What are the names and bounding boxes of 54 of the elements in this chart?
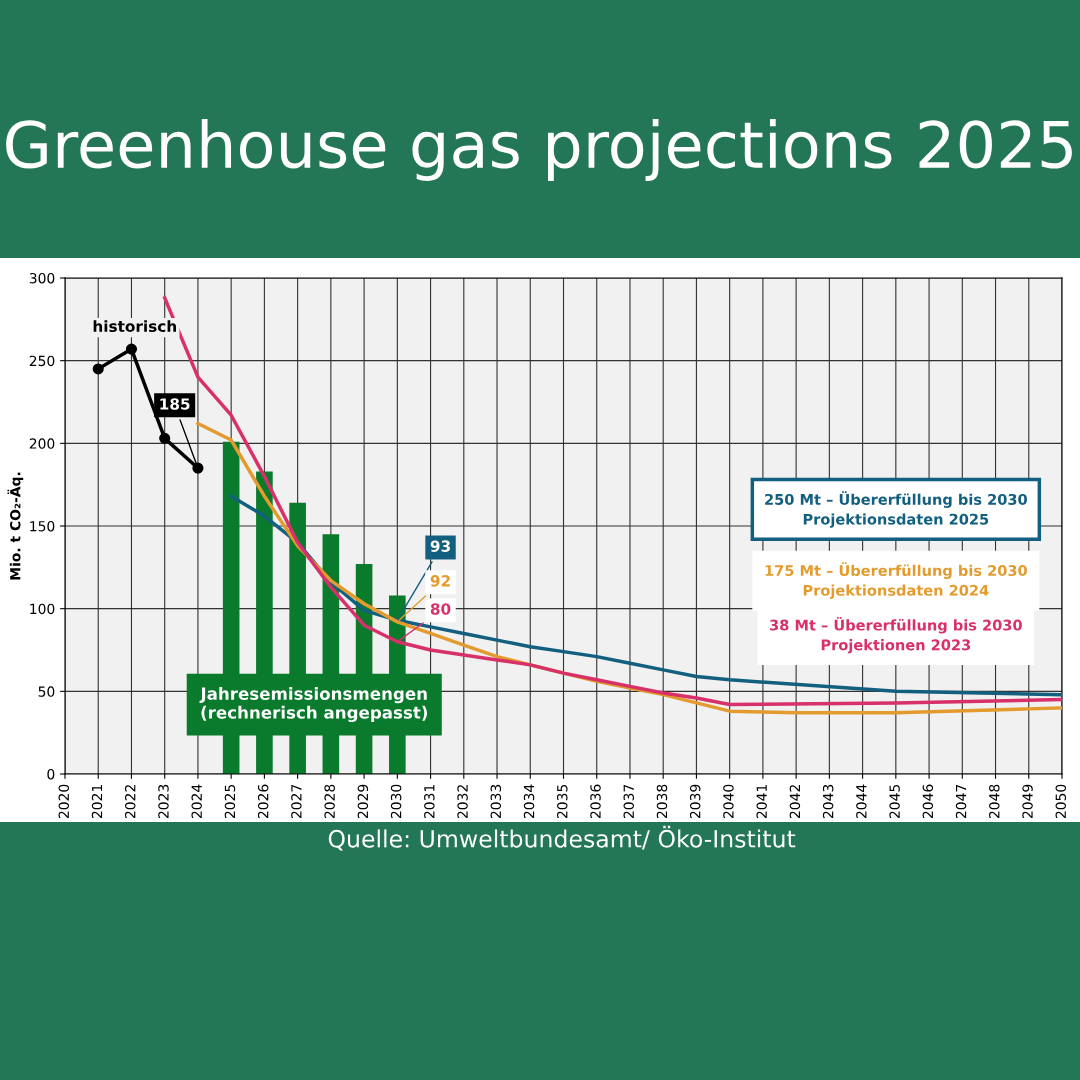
y-axis-title: Mio. t CO₂-Äq. <box>7 472 24 580</box>
text: 175 Mt – Übererfüllung bis 2030 Projektionsdaten 2024 <box>765 562 1027 599</box>
x-tick-label: 2021 <box>91 785 103 819</box>
x-tick-label: 2048 <box>989 784 1000 819</box>
point <box>192 462 204 474</box>
x-tick-label: 2042 <box>789 785 801 819</box>
data-label: 93 <box>430 540 450 552</box>
x-tick-label: 2034 <box>523 784 535 819</box>
x-tick-label: 2028 <box>324 784 335 819</box>
x-tick-label: 2022 <box>124 785 136 819</box>
x-tick-label: 2038 <box>656 784 668 819</box>
x-tick-label: 2037 <box>623 784 634 819</box>
series-label: Jahresemissionsmengen (rechnerisch angepasst) <box>199 687 428 723</box>
x-tick-label: 2036 <box>590 784 601 819</box>
x-tick-label: 2023 <box>158 784 169 819</box>
x-tick-label: 2045 <box>889 784 900 819</box>
x-tick-label: 2041 <box>756 785 767 819</box>
y-tick-label: 100 <box>30 603 55 615</box>
x-tick-label: 2039 <box>689 784 701 819</box>
data-label: 185 <box>160 398 190 410</box>
x-tick-label: 2027 <box>291 784 302 819</box>
x-tick-label: 2046 <box>922 784 934 819</box>
point <box>125 343 138 355</box>
x-tick-label: 2040 <box>723 784 734 819</box>
x-tick-label: 2035 <box>557 784 568 819</box>
y-tick-label: 150 <box>30 520 55 532</box>
x-tick-label: 2044 <box>856 784 867 819</box>
data-label: 80 <box>430 603 451 615</box>
y-tick-label: 50 <box>38 686 55 697</box>
x-tick-label: 2029 <box>357 784 369 819</box>
chart-title: Greenhouse gas projections 2025 <box>6 119 1072 181</box>
x-tick-label: 2033 <box>490 784 502 819</box>
y-tick-label: 300 <box>29 272 55 284</box>
source-note: Quelle: Umweltbundesamt/ Öko-Institut <box>328 825 796 851</box>
point <box>159 432 171 444</box>
x-tick-label: 2047 <box>955 784 967 819</box>
x-tick-label: 2025 <box>224 784 236 819</box>
y-tick-label: 200 <box>29 438 55 449</box>
x-tick-label: 2024 <box>191 784 202 819</box>
x-tick-label: 2050 <box>1055 784 1067 819</box>
x-tick-label: 2032 <box>457 785 468 819</box>
x-tick-label: 2031 <box>424 785 435 819</box>
x-tick-label: 2049 <box>1022 784 1033 819</box>
point <box>92 363 104 375</box>
x-tick-label: 2020 <box>58 784 70 819</box>
y-tick-label: 250 <box>29 355 55 367</box>
x-tick-label: 2043 <box>822 784 834 819</box>
text: 250 Mt – Übererfüllung bis 2030 Projektionsdaten 2025 <box>765 491 1027 528</box>
data-label: 92 <box>430 575 450 587</box>
x-tick-label: 2026 <box>257 784 269 819</box>
x-tick-label: 2030 <box>390 784 402 819</box>
text: 38 Mt – Übererfüllung bis 2030 Projektionen 2023 <box>770 616 1022 654</box>
series-label: historisch <box>93 320 176 333</box>
y-tick-label: 0 <box>47 768 55 780</box>
